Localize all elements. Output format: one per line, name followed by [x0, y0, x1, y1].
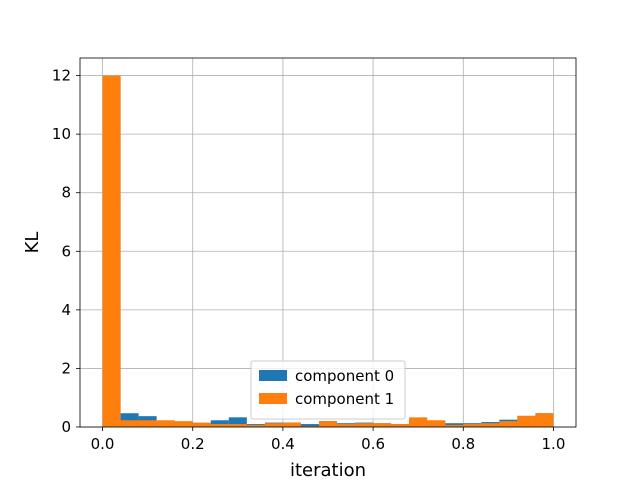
bar-component-1-bin-17 — [409, 417, 428, 427]
bar-component-1-bin-24 — [535, 413, 554, 427]
bar-component-1-bin-15 — [373, 423, 392, 427]
bar-component-1-bin-0 — [102, 75, 121, 428]
bar-component-0-bin-7 — [228, 417, 247, 427]
bar-component-1-bin-18 — [427, 420, 446, 427]
x-axis-label: iteration — [290, 460, 366, 480]
legend-swatch-component-1 — [259, 393, 287, 404]
bar-component-1-bin-2 — [138, 420, 157, 427]
x-tick-label-2: 0.4 — [271, 435, 295, 453]
axis-ticks: 0.0 0.2 0.4 0.6 0.8 1.0 0 2 4 6 8 10 12 — [52, 67, 565, 453]
y-tick-label-5: 10 — [52, 125, 71, 143]
bar-component-1-bin-20 — [463, 424, 482, 427]
bar-component-1-bin-22 — [499, 421, 518, 427]
y-tick-label-6: 12 — [52, 67, 71, 85]
bar-component-0-bin-11 — [300, 424, 319, 427]
bar-component-1-bin-9 — [264, 423, 283, 427]
x-tick-label-5: 1.0 — [542, 435, 566, 453]
x-tick-label-3: 0.6 — [361, 435, 385, 453]
legend-box — [250, 360, 406, 420]
y-tick-label-0: 0 — [61, 418, 71, 436]
bar-component-1-bin-5 — [192, 422, 211, 427]
bar-component-1-bin-13 — [337, 424, 356, 427]
bar-component-1-bin-11 — [300, 426, 319, 427]
legend-label-component-0: component 0 — [295, 367, 394, 385]
bar-component-0-bin-6 — [210, 420, 229, 427]
legend: component 0 component 1 — [250, 360, 406, 420]
bar-component-1-bin-16 — [391, 424, 410, 427]
x-tick-label-0: 0.0 — [91, 435, 115, 453]
bar-component-1-bin-12 — [318, 421, 338, 427]
bar-component-1-bin-21 — [481, 423, 500, 427]
y-tick-label-2: 4 — [61, 301, 71, 319]
legend-label-component-1: component 1 — [295, 390, 394, 408]
bar-component-1-bin-19 — [445, 424, 464, 427]
y-axis-label: KL — [22, 232, 43, 254]
bars — [102, 75, 554, 428]
grid — [80, 58, 576, 428]
bar-component-1-bin-23 — [517, 415, 536, 427]
bar-component-1-bin-6 — [210, 424, 229, 427]
legend-swatch-component-0 — [259, 370, 287, 381]
bar-component-1-bin-8 — [246, 424, 265, 427]
x-tick-label-1: 0.2 — [181, 435, 205, 453]
bar-component-1-bin-14 — [355, 423, 374, 427]
bar-component-1-bin-3 — [156, 420, 175, 427]
plot-frame — [79, 57, 577, 428]
x-tick-label-4: 0.8 — [451, 435, 475, 453]
y-tick-label-4: 8 — [61, 184, 71, 202]
bar-component-1-bin-1 — [120, 420, 139, 427]
bar-component-1-bin-10 — [282, 422, 301, 427]
bar-component-1-bin-4 — [174, 421, 193, 427]
y-tick-label-3: 6 — [61, 242, 71, 260]
y-tick-label-1: 2 — [61, 359, 71, 377]
bar-component-1-bin-7 — [228, 424, 247, 427]
